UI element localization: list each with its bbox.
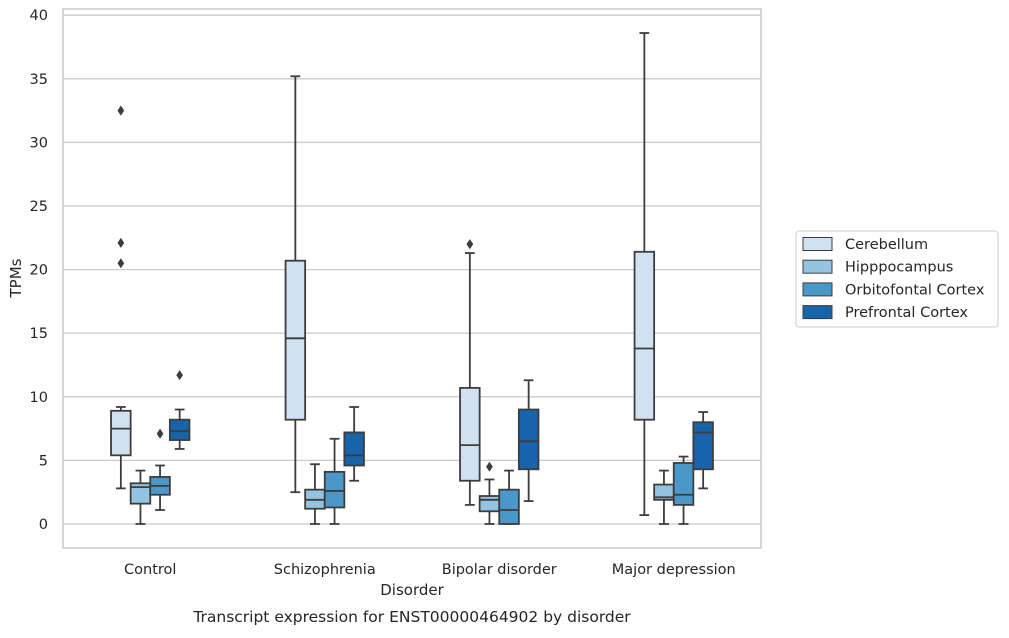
box-group bbox=[459, 239, 540, 525]
box bbox=[692, 421, 714, 471]
legend-label: Cerebellum bbox=[845, 237, 928, 253]
box bbox=[168, 418, 191, 441]
legend-label: Hipppocampus bbox=[845, 260, 953, 276]
box bbox=[498, 488, 520, 525]
legend-swatch bbox=[802, 282, 833, 297]
box-group bbox=[284, 75, 365, 525]
x-tick-label: Schizophrenia bbox=[274, 562, 376, 578]
y-tick-label: 25 bbox=[30, 199, 48, 215]
box bbox=[110, 409, 132, 457]
box-group bbox=[110, 105, 191, 525]
outlier-point bbox=[466, 239, 474, 250]
plot-frame bbox=[62, 8, 762, 549]
x-tick-label: Bipolar disorder bbox=[442, 562, 557, 578]
plot-area bbox=[63, 9, 761, 548]
box bbox=[323, 470, 346, 509]
legend-label: Prefrontal Cortex bbox=[845, 305, 968, 321]
outlier-point bbox=[156, 428, 164, 439]
box-groups bbox=[110, 32, 714, 525]
outlier-point bbox=[117, 237, 125, 248]
y-tick-label: 10 bbox=[30, 390, 48, 406]
box bbox=[517, 408, 540, 471]
x-axis-label: Disorder bbox=[380, 581, 444, 599]
outlier-point bbox=[486, 461, 493, 472]
box bbox=[343, 431, 365, 467]
outlier-point bbox=[117, 258, 125, 269]
y-axis-ticks: 0 5 10 15 20 25 30 35 40 bbox=[30, 8, 48, 533]
y-tick-label: 20 bbox=[30, 263, 48, 279]
y-tick-label: 40 bbox=[30, 8, 48, 24]
outlier-point bbox=[176, 370, 184, 381]
x-tick-label: Major depression bbox=[612, 562, 736, 578]
legend-swatch bbox=[802, 305, 833, 320]
gridlines bbox=[63, 14, 761, 525]
y-tick-label: 35 bbox=[30, 72, 48, 88]
box bbox=[633, 250, 656, 421]
y-axis-label: TPMs bbox=[7, 258, 25, 298]
box bbox=[459, 386, 481, 482]
legend-swatch bbox=[802, 237, 833, 251]
y-tick-label: 15 bbox=[30, 326, 48, 342]
legend: Cerebellum Hipppocampus Orbitofontal Corte… bbox=[795, 230, 999, 328]
y-tick-label: 5 bbox=[39, 453, 48, 469]
y-tick-label: 30 bbox=[30, 135, 48, 151]
box-group bbox=[633, 32, 714, 525]
x-axis-ticks: Control Schizophrenia Bipolar disorder Majo… bbox=[124, 562, 736, 578]
legend-items: Cerebellum Hipppocampus Orbitofontal Corte… bbox=[802, 237, 985, 321]
chart-caption: Transcript expression for ENST0000046490… bbox=[192, 608, 631, 626]
x-tick-label: Control bbox=[124, 562, 176, 578]
box bbox=[478, 495, 501, 513]
legend-swatch bbox=[802, 259, 833, 274]
box bbox=[672, 462, 695, 506]
legend-frame bbox=[795, 230, 999, 328]
y-tick-label: 0 bbox=[39, 517, 48, 533]
outlier-point bbox=[117, 105, 125, 116]
legend-label: Orbitofontal Cortex bbox=[845, 282, 985, 298]
box bbox=[284, 259, 307, 421]
